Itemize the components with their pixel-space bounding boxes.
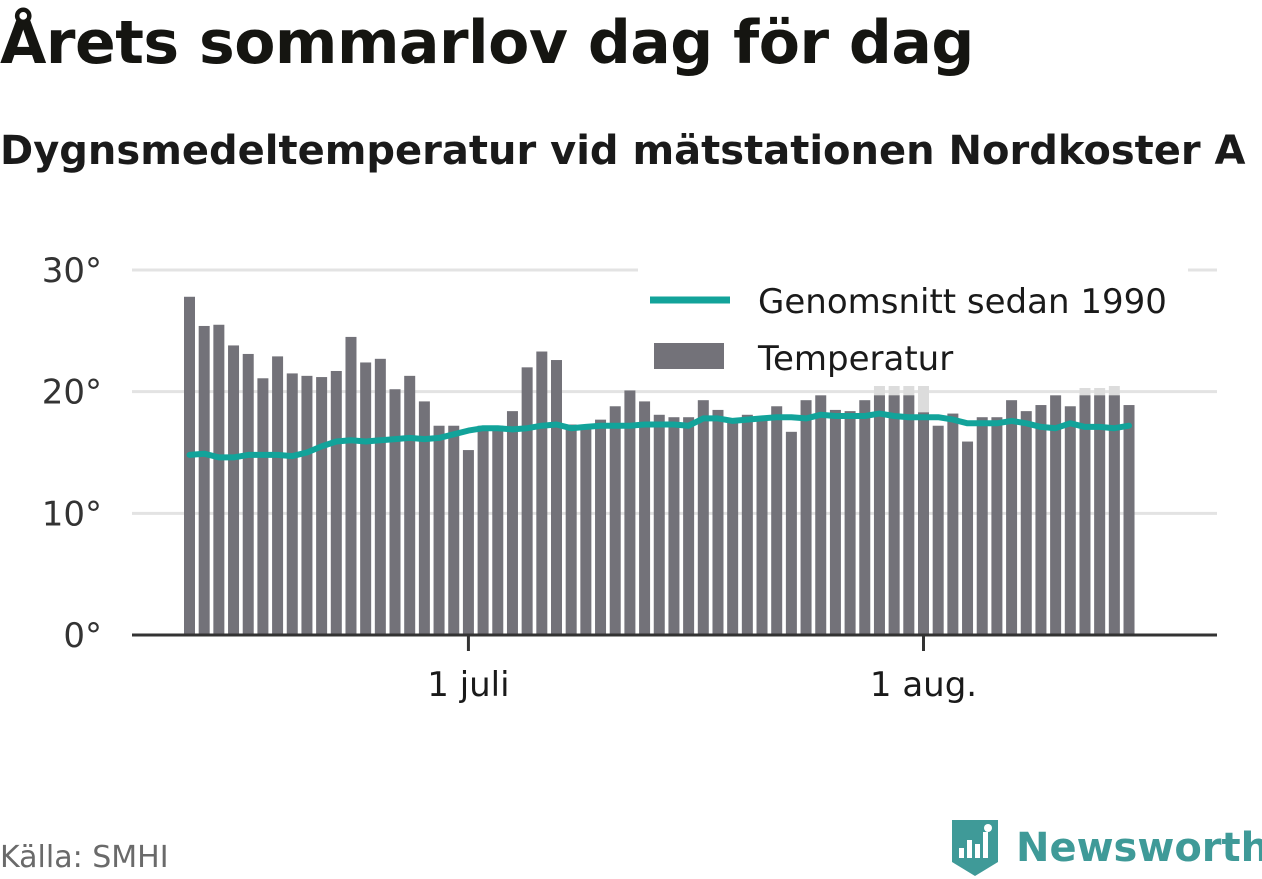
temperature-bar xyxy=(184,296,195,635)
temperature-bar xyxy=(918,412,929,635)
temperature-bar xyxy=(213,324,225,635)
temperature-bars xyxy=(184,296,1135,635)
temperature-bar xyxy=(492,425,504,635)
y-tick-label: 20° xyxy=(42,373,102,413)
newsworthy-icon xyxy=(952,820,998,876)
temperature-bar xyxy=(580,425,592,635)
temperature-bar xyxy=(404,375,416,635)
temperature-bar xyxy=(712,409,724,635)
brand-logo[interactable]: Newsworthy xyxy=(950,818,1262,878)
temperature-bar xyxy=(976,417,988,635)
legend-bar-swatch xyxy=(654,343,724,369)
temperature-bar xyxy=(873,395,885,635)
temperature-bar xyxy=(932,425,944,635)
temperature-bar xyxy=(551,360,562,635)
temperature-bar xyxy=(991,417,1003,635)
temperature-bar xyxy=(829,409,841,635)
temperature-bar xyxy=(272,356,284,635)
temperature-bar xyxy=(903,395,915,635)
temperature-bar xyxy=(448,425,460,635)
temperature-bar xyxy=(1050,395,1062,635)
source-note: Källa: SMHI xyxy=(0,840,169,875)
y-tick-label: 10° xyxy=(42,494,102,534)
temperature-bar xyxy=(418,401,430,635)
brand-name: Newsworthy xyxy=(1016,825,1262,871)
temperature-bar xyxy=(536,351,548,635)
temperature-bar xyxy=(815,395,827,635)
temperature-bar xyxy=(506,411,518,635)
temperature-bar xyxy=(565,424,577,635)
temperature-bar xyxy=(198,325,210,635)
temperature-bar xyxy=(800,400,812,635)
temperature-bar xyxy=(433,425,445,635)
temperature-bar xyxy=(521,367,533,635)
x-tick-label: 1 aug. xyxy=(870,665,977,705)
temperature-bar xyxy=(228,345,240,635)
temperature-bar xyxy=(624,390,636,635)
temperature-bar xyxy=(888,395,900,635)
temperature-bar xyxy=(345,336,357,635)
legend-bar-label: Temperatur xyxy=(757,339,953,379)
temperature-bar xyxy=(374,358,386,635)
temperature-bar xyxy=(668,417,680,635)
temperature-bar xyxy=(859,400,871,635)
average-line-group xyxy=(186,410,1132,461)
temperature-bar xyxy=(477,425,489,635)
temperature-bar xyxy=(697,400,709,635)
chart-subtitle: Dygnsmedeltemperatur vid mätstationen No… xyxy=(0,128,1246,174)
legend-line-label: Genomsnitt sedan 1990 xyxy=(758,282,1167,322)
temperature-bar xyxy=(257,378,269,635)
y-tick-label: 0° xyxy=(63,616,102,656)
temperature-bar xyxy=(1020,411,1032,635)
temperature-bar xyxy=(1064,406,1076,635)
temperature-bar xyxy=(609,406,621,635)
temperature-bar xyxy=(756,417,768,635)
temperature-bar xyxy=(1035,405,1047,635)
temperature-bar xyxy=(947,413,959,635)
y-tick-label: 30° xyxy=(42,251,102,291)
temperature-bar xyxy=(844,411,856,635)
temperature-bar xyxy=(1006,400,1018,635)
temperature-bar xyxy=(1123,405,1135,635)
temperature-bar xyxy=(316,377,328,635)
temperature-bar xyxy=(1108,395,1120,635)
temperature-bar xyxy=(639,401,651,635)
temperature-bar xyxy=(683,417,695,635)
temperature-bar xyxy=(595,419,607,635)
temperature-bar xyxy=(727,420,739,635)
temperature-bar xyxy=(741,414,753,635)
temperature-chart: 0° 10° 20° 30° 1 juli 1 aug. Genomsnitt seda… xyxy=(42,251,1217,705)
temperature-bar xyxy=(242,353,254,635)
temperature-bar xyxy=(1079,395,1091,635)
temperature-bar xyxy=(389,389,401,635)
average-line xyxy=(186,410,1132,461)
axes: 1 juli 1 aug. xyxy=(132,633,1217,705)
temperature-bar xyxy=(301,375,313,635)
temperature-bar xyxy=(360,362,372,635)
chart-title: Årets sommarlov dag för dag xyxy=(0,8,974,78)
temperature-bar xyxy=(962,441,974,635)
temperature-bar xyxy=(286,373,298,635)
temperature-bar xyxy=(330,370,342,635)
temperature-bar xyxy=(1094,395,1106,635)
temperature-bar xyxy=(653,414,665,635)
temperature-bar xyxy=(771,406,783,635)
legend-background xyxy=(638,268,1188,386)
legend: Genomsnitt sedan 1990 Temperatur xyxy=(638,268,1188,386)
temperature-bar xyxy=(462,450,474,635)
x-tick-label: 1 juli xyxy=(427,665,509,705)
temperature-bar xyxy=(785,431,797,635)
